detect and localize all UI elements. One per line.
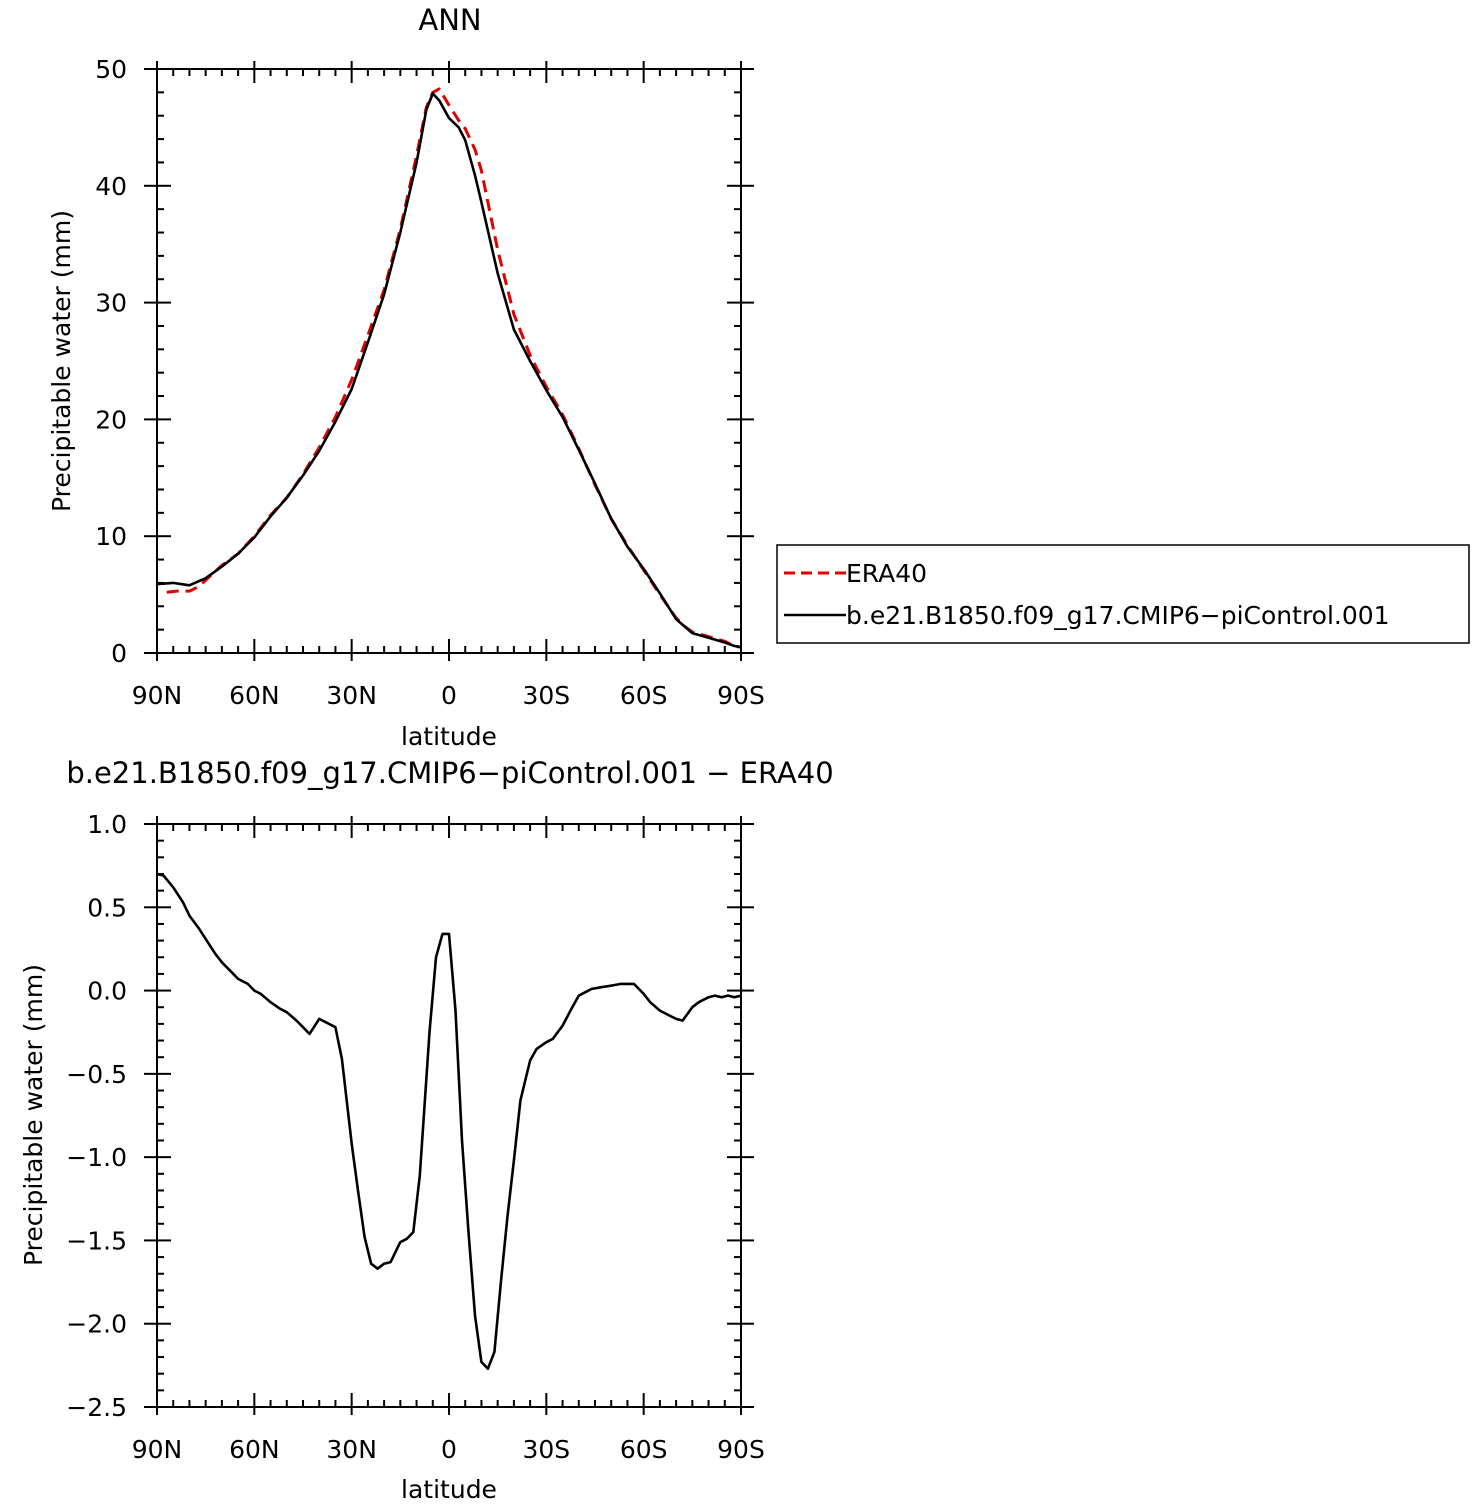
bottom-x-tick-label: 60N xyxy=(229,1435,280,1464)
legend: ERA40 b.e21.B1850.f09_g17.CMIP6−piContro… xyxy=(776,544,1470,644)
top-series-line-1 xyxy=(156,92,742,649)
bottom-series-line-0 xyxy=(156,872,742,1370)
bottom-y-tick-label: −1.0 xyxy=(66,1143,127,1172)
top-x-axis-label: latitude xyxy=(401,722,497,751)
top-series-line-0 xyxy=(166,87,742,649)
bottom-x-axis-label: latitude xyxy=(401,1475,497,1504)
top-x-tick-label: 30N xyxy=(326,681,377,710)
top-y-tick-label: 40 xyxy=(95,172,127,201)
top-y-axis-label: Precipitable water (mm) xyxy=(47,210,76,512)
bottom-x-tick-label: 0 xyxy=(441,1435,457,1464)
top-chart-title: ANN xyxy=(418,3,481,37)
bottom-y-tick-label: −1.5 xyxy=(66,1226,127,1255)
bottom-x-tick-label: 30N xyxy=(326,1435,377,1464)
top-x-tick-label: 30S xyxy=(522,681,570,710)
bottom-y-tick-label: −2.0 xyxy=(66,1310,127,1339)
top-y-tick-label: 0 xyxy=(111,639,127,668)
legend-label-model: b.e21.B1850.f09_g17.CMIP6−piControl.001 xyxy=(846,601,1390,630)
top-panel: ANN 90N 60N 30N 0 30S 60S 90S 0 10 20 30 40 50 latit… xyxy=(47,3,765,751)
top-x-tick-label: 90N xyxy=(132,681,183,710)
top-x-tick-label: 90S xyxy=(717,681,765,710)
bottom-y-tick-label: 0.5 xyxy=(87,893,127,922)
top-x-tick-label: 60N xyxy=(229,681,280,710)
bottom-x-tick-label: 90N xyxy=(132,1435,183,1464)
bottom-x-tick-label: 60S xyxy=(620,1435,668,1464)
top-plot-frame xyxy=(156,68,742,654)
bottom-plot-frame xyxy=(156,823,742,1408)
legend-box xyxy=(776,544,1470,644)
top-y-tick-label: 50 xyxy=(95,55,127,84)
top-y-tick-label: 20 xyxy=(95,405,127,434)
top-y-tick-label: 30 xyxy=(95,289,127,318)
bottom-y-tick-label: 0.0 xyxy=(87,977,127,1006)
bottom-x-tick-label: 30S xyxy=(522,1435,570,1464)
top-x-tick-label: 0 xyxy=(441,681,457,710)
bottom-x-tick-label: 90S xyxy=(717,1435,765,1464)
top-x-tick-label: 60S xyxy=(620,681,668,710)
legend-label-era40: ERA40 xyxy=(846,559,927,588)
bottom-chart-title: b.e21.B1850.f09_g17.CMIP6−piControl.001 … xyxy=(66,756,833,790)
bottom-panel: b.e21.B1850.f09_g17.CMIP6−piControl.001 … xyxy=(19,756,834,1504)
bottom-y-tick-label: −2.5 xyxy=(66,1393,127,1422)
bottom-y-axis-label: Precipitable water (mm) xyxy=(19,964,48,1266)
bottom-y-tick-label: −0.5 xyxy=(66,1060,127,1089)
top-y-tick-label: 10 xyxy=(95,522,127,551)
bottom-y-tick-label: 1.0 xyxy=(87,810,127,839)
